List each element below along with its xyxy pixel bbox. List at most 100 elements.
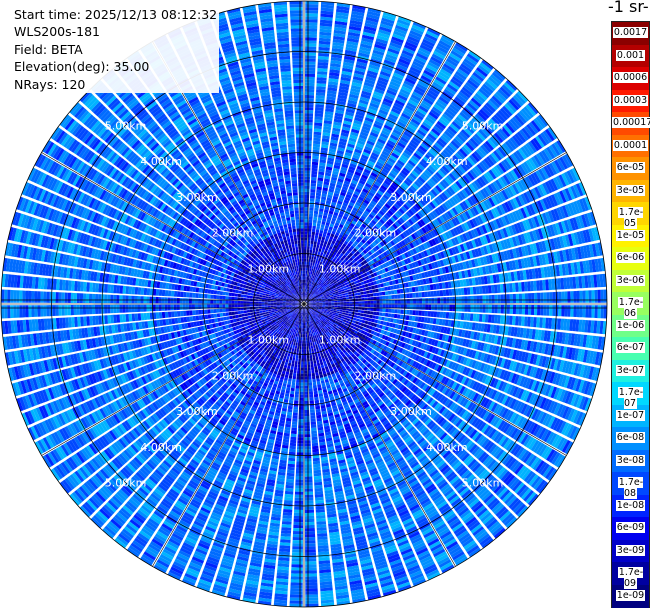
range-gate-cell bbox=[332, 38, 345, 44]
range-gate-cell bbox=[305, 25, 318, 29]
range-gate-cell bbox=[334, 300, 338, 303]
range-gate-cell bbox=[388, 83, 400, 91]
range-gate-cell bbox=[413, 112, 424, 121]
range-gate-cell bbox=[400, 154, 409, 162]
range-gate-cell bbox=[319, 282, 323, 286]
range-gate-cell bbox=[305, 292, 306, 295]
range-gate-cell bbox=[411, 24, 425, 33]
range-gate-cell bbox=[309, 277, 311, 281]
range-gate-cell bbox=[308, 261, 311, 266]
range-gate-cell bbox=[328, 301, 332, 303]
range-gate-cell bbox=[552, 292, 556, 303]
range-gate-cell bbox=[336, 257, 340, 262]
range-gate-cell bbox=[331, 217, 337, 222]
range-gate-cell bbox=[304, 134, 313, 138]
range-gate-cell bbox=[345, 292, 349, 295]
range-gate-cell bbox=[323, 209, 329, 214]
range-gate-cell bbox=[328, 226, 333, 231]
range-gate-cell bbox=[384, 95, 395, 102]
range-gate-cell bbox=[338, 259, 343, 264]
range-gate-cell bbox=[363, 291, 367, 295]
range-gate-cell bbox=[304, 228, 308, 232]
range-gate-cell bbox=[390, 78, 402, 85]
range-gate-cell bbox=[364, 304, 368, 307]
range-gate-cell bbox=[456, 68, 469, 78]
range-gate-cell bbox=[429, 86, 440, 95]
range-gate-cell bbox=[342, 67, 353, 73]
range-gate-cell bbox=[415, 131, 425, 140]
range-gate-cell bbox=[304, 219, 309, 223]
range-gate-cell bbox=[304, 116, 313, 120]
range-gate-cell bbox=[315, 192, 321, 197]
range-gate-cell bbox=[340, 79, 351, 85]
range-gate-cell bbox=[450, 101, 462, 111]
range-gate-cell bbox=[394, 69, 406, 77]
range-gate-cell bbox=[330, 179, 337, 184]
range-gate-cell bbox=[337, 305, 341, 308]
range-gate-cell bbox=[341, 188, 347, 194]
range-gate-cell bbox=[438, 71, 450, 80]
range-gate-cell bbox=[573, 291, 577, 303]
range-gate-cell bbox=[324, 247, 329, 252]
range-gate-cell bbox=[367, 137, 376, 144]
range-gate-cell bbox=[334, 249, 339, 253]
range-gate-cell bbox=[439, 68, 452, 78]
range-gate-cell bbox=[385, 299, 389, 304]
range-gate-cell bbox=[358, 102, 368, 108]
range-gate-cell bbox=[472, 71, 485, 82]
range-gate-cell bbox=[403, 309, 407, 315]
range-gate-cell bbox=[439, 311, 444, 318]
range-gate-cell bbox=[358, 196, 365, 202]
range-gate-cell bbox=[367, 224, 373, 230]
range-gate-cell bbox=[314, 110, 324, 115]
range-gate-cell bbox=[360, 204, 367, 210]
range-gate-cell bbox=[416, 147, 426, 156]
range-gate-cell bbox=[323, 250, 328, 255]
range-gate-cell bbox=[546, 305, 550, 316]
range-gate-cell bbox=[416, 298, 420, 304]
range-gate-cell bbox=[355, 304, 359, 307]
range-gate-cell bbox=[467, 79, 479, 89]
range-gate-cell bbox=[382, 300, 386, 304]
range-gate-cell bbox=[312, 158, 319, 163]
range-gate-cell bbox=[318, 46, 330, 51]
range-gate-cell bbox=[348, 240, 354, 245]
range-gate-cell bbox=[403, 80, 415, 88]
range-gate-cell bbox=[322, 246, 326, 251]
range-gate-cell bbox=[367, 67, 379, 74]
range-gate-cell bbox=[588, 305, 592, 318]
range-gate-cell bbox=[328, 263, 333, 268]
range-gate-cell bbox=[313, 143, 321, 148]
range-gate-cell bbox=[321, 141, 329, 146]
range-gate-cell bbox=[325, 200, 331, 205]
range-gate-cell bbox=[412, 60, 424, 69]
range-gate-cell bbox=[531, 293, 535, 303]
range-gate-cell bbox=[318, 165, 326, 170]
range-gate-cell bbox=[362, 201, 368, 208]
range-gate-cell bbox=[446, 58, 458, 67]
range-gate-cell bbox=[350, 199, 356, 204]
range-gate-cell bbox=[419, 44, 433, 53]
range-gate-cell bbox=[392, 33, 405, 41]
range-gate-cell bbox=[380, 207, 387, 214]
range-gate-cell bbox=[317, 277, 321, 282]
range-gate-cell bbox=[305, 282, 307, 286]
range-gate-cell bbox=[375, 85, 386, 92]
range-gate-cell bbox=[376, 308, 380, 312]
range-gate-cell bbox=[306, 292, 308, 296]
range-gate-cell bbox=[340, 191, 346, 197]
range-gate-cell bbox=[377, 158, 386, 165]
range-gate-cell bbox=[305, 295, 307, 299]
range-gate-cell bbox=[326, 244, 330, 249]
range-gate-cell bbox=[315, 229, 320, 233]
range-gate-cell bbox=[312, 222, 317, 227]
range-gate-cell bbox=[357, 162, 365, 169]
range-gate-cell bbox=[431, 128, 441, 137]
range-gate-cell bbox=[347, 168, 355, 174]
range-gate-cell bbox=[387, 47, 400, 55]
range-gate-cell bbox=[384, 191, 392, 198]
range-gate-cell bbox=[315, 276, 318, 280]
range-gate-cell bbox=[444, 60, 457, 70]
range-gate-cell bbox=[362, 151, 370, 157]
range-gate-cell bbox=[400, 294, 404, 299]
